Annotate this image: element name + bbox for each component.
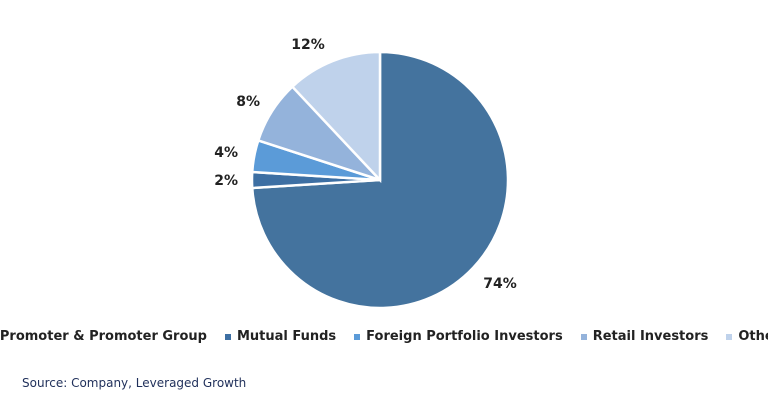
- legend-swatch: [224, 333, 231, 340]
- pie-slices: [250, 50, 510, 310]
- legend-label: Foreign Portfolio Investors: [366, 329, 563, 344]
- legend-label: Promoter & Promoter Group: [0, 329, 207, 344]
- legend-item-4: Other: [726, 329, 768, 344]
- legend-item-2: Foreign Portfolio Investors: [354, 329, 563, 344]
- data-label-3: 8%: [236, 94, 260, 110]
- legend-swatch: [726, 333, 733, 340]
- legend-item-3: Retail Investors: [580, 329, 709, 344]
- data-label-2: 4%: [214, 145, 238, 161]
- legend-label: Mutual Funds: [236, 329, 337, 344]
- data-label-4: 12%: [291, 37, 325, 53]
- legend-label: Other: [738, 329, 768, 344]
- legend-item-0: Promoter & Promoter Group: [0, 329, 207, 344]
- data-label-0: 74%: [483, 276, 517, 292]
- pie-chart: 74% 2% 4% 8% 12%: [214, 37, 517, 310]
- pie-data-labels: 74% 2% 4% 8% 12%: [214, 37, 517, 292]
- pie-slice-4: [290, 50, 382, 184]
- data-label-1: 2%: [214, 173, 238, 189]
- legend-swatch: [354, 333, 361, 340]
- source-note: Source: Company, Leveraged Growth: [22, 376, 247, 390]
- legend-swatch: [580, 333, 587, 340]
- legend-label: Retail Investors: [592, 329, 709, 344]
- legend: Promoter & Promoter Group Mutual Funds For…: [0, 329, 768, 344]
- legend-item-1: Mutual Funds: [224, 329, 337, 344]
